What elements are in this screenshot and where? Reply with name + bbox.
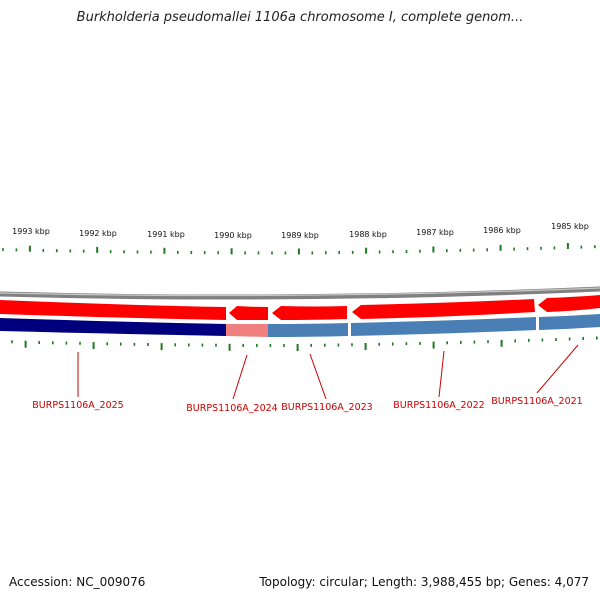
accession-text: Accession: NC_009076	[9, 575, 146, 589]
ruler-label: 1991 kbp	[147, 230, 185, 239]
gene-leader-lines	[77, 344, 579, 400]
ruler-label: 1992 kbp	[79, 229, 117, 238]
leader-line	[438, 350, 445, 398]
ruler-label: 1985 kbp	[551, 222, 589, 231]
backbone-arc	[0, 286, 600, 300]
reverse-gene[interactable]	[268, 323, 348, 337]
forward-gene-arrow[interactable]	[229, 306, 268, 320]
ruler-label: 1988 kbp	[349, 230, 387, 239]
gene-label[interactable]: BURPS1106A_2022	[393, 400, 484, 411]
ruler-label: 1987 kbp	[416, 228, 454, 237]
leader-line	[232, 354, 248, 400]
gene-label[interactable]: BURPS1106A_2023	[281, 402, 372, 413]
forward-gene-arrow[interactable]	[538, 295, 600, 312]
ruler-label: 1989 kbp	[281, 231, 319, 240]
forward-gene-arrow[interactable]	[272, 306, 347, 320]
gene-labels: BURPS1106A_2025 BURPS1106A_2024 BURPS110…	[32, 396, 582, 414]
ruler-label: 1986 kbp	[483, 226, 521, 235]
gene-label[interactable]: BURPS1106A_2025	[32, 400, 123, 411]
gene-label[interactable]: BURPS1106A_2024	[186, 403, 277, 414]
gene-label[interactable]: BURPS1106A_2021	[491, 396, 582, 407]
forward-strand-track	[0, 295, 600, 320]
topology-text: Topology: circular; Length: 3,988,455 bp…	[259, 575, 589, 589]
reverse-gene[interactable]	[539, 314, 600, 330]
ruler-label: 1993 kbp	[12, 227, 50, 236]
leader-line	[536, 344, 579, 394]
forward-gene-arrow[interactable]	[0, 300, 226, 320]
ruler-label: 1990 kbp	[214, 231, 252, 240]
reverse-gene-highlight[interactable]	[226, 324, 268, 337]
reverse-gene[interactable]	[351, 317, 536, 336]
bottom-ruler-ticks	[11, 336, 598, 351]
forward-gene-arrow[interactable]	[352, 299, 535, 319]
top-ruler-ticks	[2, 243, 596, 255]
ruler-labels: 1993 kbp 1992 kbp 1991 kbp 1990 kbp 1989…	[12, 222, 589, 240]
genome-title: Burkholderia pseudomallei 1106a chromoso…	[76, 10, 524, 25]
backbone-arc-highlight	[0, 287, 600, 297]
reverse-gene-selected[interactable]	[0, 318, 226, 336]
reverse-strand-track	[0, 314, 600, 337]
leader-line	[309, 353, 327, 400]
